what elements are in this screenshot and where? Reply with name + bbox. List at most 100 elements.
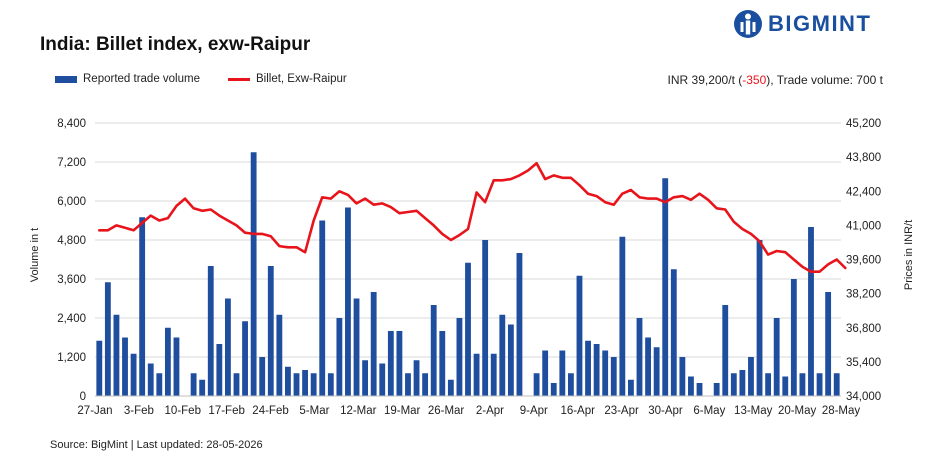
volume-bar bbox=[576, 275, 583, 396]
volume-bar bbox=[713, 383, 720, 396]
volume-bar bbox=[593, 344, 600, 396]
left-tick-label: 4,800 bbox=[57, 235, 86, 247]
x-tick-label: 6-May bbox=[693, 405, 725, 417]
volume-bar bbox=[679, 357, 686, 396]
volume-bar bbox=[808, 227, 814, 396]
volume-bar bbox=[130, 353, 137, 396]
volume-bar bbox=[602, 350, 609, 396]
right-tick-label: 34,000 bbox=[846, 391, 881, 403]
volume-bar bbox=[773, 318, 780, 396]
volume-bar bbox=[559, 350, 566, 396]
price-line bbox=[98, 161, 847, 274]
volume-bar bbox=[645, 337, 651, 396]
left-tick-label: 7,200 bbox=[57, 157, 86, 169]
volume-bar bbox=[353, 298, 360, 396]
left-tick-label: 6,000 bbox=[57, 196, 86, 208]
x-tick-label: 19-Mar bbox=[384, 405, 421, 417]
source-note: Source: BigMint | Last updated: 28-05-20… bbox=[50, 439, 263, 451]
volume-bar bbox=[490, 353, 497, 396]
volume-bar bbox=[139, 217, 146, 396]
right-tick-label: 35,400 bbox=[846, 357, 881, 369]
x-tick-label: 12-Mar bbox=[340, 405, 377, 417]
x-tick-label: 26-Mar bbox=[428, 405, 465, 417]
volume-bar bbox=[662, 178, 669, 396]
x-tick-label: 24-Feb bbox=[252, 405, 288, 417]
volume-bar bbox=[730, 373, 737, 396]
volume-bar bbox=[396, 331, 403, 396]
volume-bar bbox=[790, 279, 797, 396]
volume-bar bbox=[379, 363, 386, 396]
right-tick-label: 41,000 bbox=[846, 220, 881, 232]
volume-bar bbox=[610, 357, 617, 396]
volume-bars bbox=[96, 152, 840, 396]
volume-bar bbox=[233, 373, 240, 396]
volume-bar bbox=[619, 236, 626, 396]
bigmint-logo-icon bbox=[734, 10, 762, 38]
right-tick-label: 36,800 bbox=[846, 323, 881, 335]
volume-bar bbox=[96, 340, 103, 396]
volume-bar bbox=[756, 240, 763, 396]
volume-bar bbox=[550, 383, 557, 396]
volume-bar bbox=[104, 282, 111, 396]
volume-bar bbox=[310, 373, 317, 396]
volume-bar bbox=[113, 314, 120, 396]
volume-bar bbox=[224, 298, 231, 396]
right-tick-label: 39,600 bbox=[846, 255, 881, 267]
right-tick-label: 42,400 bbox=[846, 186, 881, 198]
volume-bar bbox=[250, 152, 257, 396]
volume-bar bbox=[696, 383, 703, 396]
summary-change: -350 bbox=[742, 73, 767, 87]
volume-bar bbox=[164, 327, 171, 396]
x-tick-label: 9-Apr bbox=[520, 405, 548, 417]
volume-bar bbox=[447, 379, 454, 396]
volume-bar bbox=[336, 318, 343, 396]
price-summary: INR 39,200/t (-350), Trade volume: 700 t bbox=[668, 73, 883, 87]
volume-bar bbox=[345, 207, 351, 396]
left-tick-label: 2,400 bbox=[57, 313, 86, 325]
volume-bar bbox=[147, 363, 154, 396]
volume-bar bbox=[825, 292, 832, 396]
volume-bar bbox=[636, 318, 643, 396]
volume-bar bbox=[276, 314, 283, 396]
volume-bar bbox=[533, 373, 540, 396]
right-tick-label: 38,200 bbox=[846, 289, 881, 301]
volume-bar bbox=[293, 373, 300, 396]
legend-swatch-line bbox=[227, 77, 250, 81]
summary-suffix: ), Trade volume: 700 t bbox=[766, 73, 883, 87]
volume-bar bbox=[439, 331, 446, 396]
x-tick-label: 16-Apr bbox=[560, 405, 595, 417]
volume-bar bbox=[430, 305, 437, 396]
volume-bar bbox=[156, 373, 163, 396]
volume-bar bbox=[507, 324, 514, 396]
volume-bar bbox=[456, 318, 463, 396]
volume-bar bbox=[653, 347, 660, 396]
left-tick-label: 0 bbox=[80, 391, 86, 403]
x-tick-label: 13-May bbox=[734, 405, 773, 417]
volume-bar bbox=[267, 266, 274, 396]
x-tick-label: 3-Feb bbox=[124, 405, 154, 417]
volume-bar bbox=[482, 240, 489, 396]
volume-bar bbox=[387, 331, 394, 396]
volume-bar bbox=[765, 373, 772, 396]
volume-bar bbox=[628, 379, 634, 396]
volume-bar bbox=[173, 337, 180, 396]
volume-bar bbox=[319, 220, 326, 396]
left-axis-label: Volume in t bbox=[29, 228, 41, 282]
volume-bar bbox=[473, 353, 480, 396]
volume-bar bbox=[302, 370, 308, 396]
volume-bar bbox=[413, 360, 420, 396]
x-tick-label: 5-Mar bbox=[299, 405, 329, 417]
volume-bar bbox=[542, 350, 549, 396]
x-tick-label: 17-Feb bbox=[208, 405, 244, 417]
x-tick-label: 30-Apr bbox=[648, 405, 683, 417]
volume-bar bbox=[405, 373, 411, 396]
right-tick-label: 43,800 bbox=[846, 152, 881, 164]
right-tick-label: 45,200 bbox=[846, 118, 881, 130]
chart-title: India: Billet index, exw-Raipur bbox=[40, 34, 311, 55]
price-line-path bbox=[98, 161, 847, 274]
summary-prefix: INR 39,200/t ( bbox=[667, 73, 743, 87]
x-tick-label: 2-Apr bbox=[476, 405, 504, 417]
volume-bar bbox=[748, 357, 754, 396]
left-tick-label: 8,400 bbox=[57, 118, 86, 130]
